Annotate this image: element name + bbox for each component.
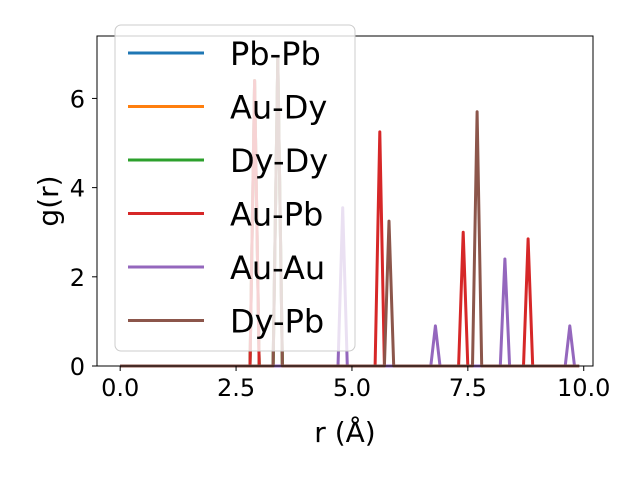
legend-label-au-au: Au-Au — [230, 249, 325, 287]
y-tick-label: 6 — [70, 85, 85, 113]
legend-label-pb-pb: Pb-Pb — [230, 35, 321, 73]
axis-ticks: 0.0 2.5 5.0 7.5 10.0 0 2 4 6 — [70, 85, 611, 402]
legend-label-dy-dy: Dy-Dy — [230, 142, 328, 180]
legend-label-au-dy: Au-Dy — [230, 89, 327, 127]
y-tick-label: 4 — [70, 175, 85, 203]
legend-label-dy-pb: Dy-Pb — [230, 303, 324, 341]
x-tick-label: 5.0 — [333, 374, 371, 402]
x-tick-label: 7.5 — [449, 374, 487, 402]
x-tick-label: 0.0 — [101, 374, 139, 402]
x-tick-label: 2.5 — [217, 374, 255, 402]
legend: Pb-Pb Au-Dy Dy-Dy Au-Pb Au-Au Dy-Pb — [114, 24, 356, 352]
y-tick-label: 2 — [70, 264, 85, 292]
legend-label-au-pb: Au-Pb — [230, 196, 323, 234]
x-axis-label: r (Å) — [314, 415, 375, 449]
y-axis-label: g(r) — [32, 175, 65, 226]
x-tick-label: 10.0 — [557, 374, 610, 402]
y-tick-label: 0 — [70, 353, 85, 381]
